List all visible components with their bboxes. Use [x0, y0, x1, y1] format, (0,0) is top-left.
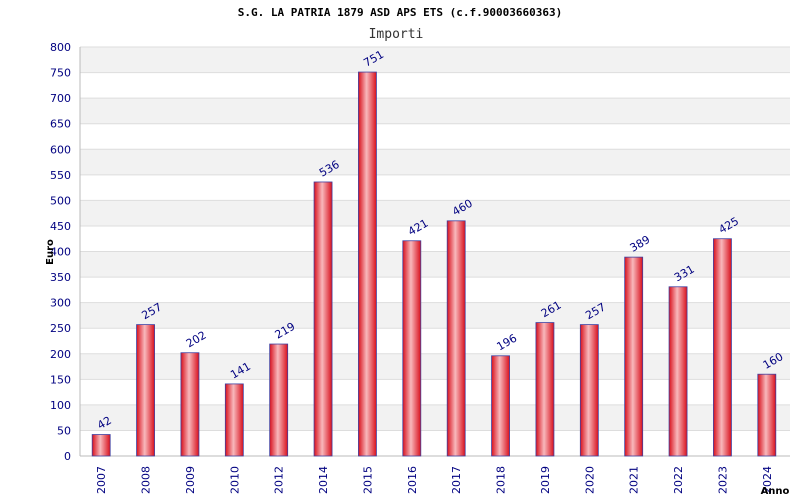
x-tick-label: 2014 — [317, 466, 330, 494]
grid-band — [80, 251, 790, 278]
y-axis-label: Euro — [45, 239, 56, 265]
y-tick-label: 50 — [57, 424, 71, 437]
y-tick-label: 700 — [50, 92, 71, 105]
y-tick-label: 750 — [50, 67, 71, 80]
value-label: 196 — [495, 332, 520, 354]
bar — [491, 355, 510, 457]
x-tick-label: 2024 — [761, 466, 774, 494]
x-tick-labels: 2007 2008 2009 2010 2012 2014 2015 2016 2017 2018… — [95, 466, 774, 494]
grid-band — [80, 47, 790, 73]
bar — [446, 220, 466, 457]
y-tick-label: 400 — [50, 246, 71, 259]
x-tick-label: 2016 — [406, 466, 419, 494]
x-tick-label: 2012 — [273, 466, 286, 494]
y-tick-label: 500 — [50, 194, 71, 207]
y-tick-label: 550 — [50, 169, 71, 182]
bar — [358, 71, 377, 457]
bar — [91, 434, 111, 457]
x-tick-label: 2019 — [539, 466, 552, 494]
x-tick-label: 2008 — [140, 466, 153, 494]
bar — [668, 286, 688, 457]
x-tick-label: 2020 — [583, 466, 596, 494]
x-tick-label: 2009 — [184, 466, 197, 494]
x-tick-label: 2021 — [628, 466, 641, 494]
x-tick-label: 2018 — [495, 466, 508, 494]
bar — [224, 383, 244, 457]
bar — [757, 373, 777, 457]
y-tick-label: 600 — [50, 143, 71, 156]
bar — [624, 256, 644, 457]
bar — [579, 324, 599, 457]
y-tick-label: 0 — [64, 450, 71, 463]
bar — [535, 322, 555, 457]
chart-subtitle: Importi — [369, 27, 424, 42]
y-tick-label: 250 — [50, 322, 71, 335]
y-tick-label: 800 — [50, 41, 71, 54]
bar — [269, 343, 289, 457]
y-tick-label: 100 — [50, 399, 71, 412]
bar — [402, 240, 422, 457]
y-tick-label: 200 — [50, 348, 71, 361]
y-tick-label: 650 — [50, 118, 71, 131]
y-tick-label: 150 — [50, 373, 71, 386]
chart-title: S.G. LA PATRIA 1879 ASD APS ETS (c.f.900… — [238, 6, 563, 19]
x-tick-label: 2010 — [228, 466, 241, 494]
bar — [136, 324, 155, 457]
y-tick-label: 450 — [50, 220, 71, 233]
bar — [713, 238, 732, 457]
x-tick-label: 2023 — [716, 466, 729, 494]
x-tick-label: 2007 — [95, 466, 108, 494]
x-tick-label: 2015 — [361, 466, 374, 494]
grid-band — [80, 149, 790, 175]
x-tick-label: 2022 — [672, 466, 685, 494]
bar — [180, 352, 200, 457]
grid-band — [80, 200, 790, 226]
y-tick-label: 300 — [50, 297, 71, 310]
value-label: 202 — [184, 329, 209, 351]
bars — [91, 71, 777, 457]
bar — [313, 181, 333, 457]
y-tick-labels: 0 50 100 150 200 250 300 350 400 450 500 550 600 650 7… — [50, 41, 71, 463]
grid-band — [80, 98, 790, 124]
y-tick-label: 350 — [50, 271, 71, 284]
x-tick-label: 2017 — [450, 466, 463, 494]
x-axis-label: Anno — [761, 486, 790, 497]
value-label: 42 — [95, 414, 114, 432]
